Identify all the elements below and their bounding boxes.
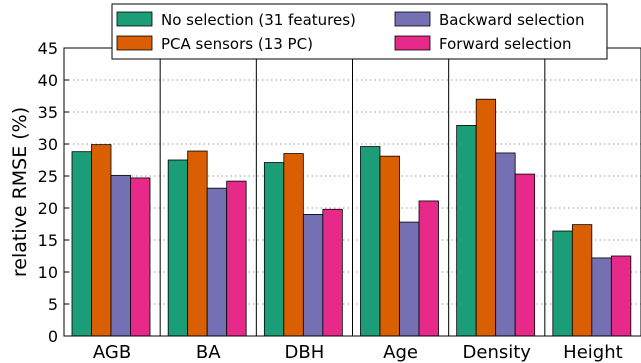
y-tick-label: 20 xyxy=(38,199,58,218)
bar-height-series-4 xyxy=(610,255,632,337)
bar-ba-series-4 xyxy=(226,180,247,337)
legend-swatch xyxy=(116,11,153,27)
y-tick-label: 15 xyxy=(38,231,58,250)
legend-swatch xyxy=(394,11,431,27)
bar-agb-series-1 xyxy=(71,151,92,337)
bar-height-series-1 xyxy=(552,230,573,337)
x-tick-label: AGB xyxy=(93,342,131,363)
legend-label: Backward selection xyxy=(439,11,585,29)
x-tick-label: Height xyxy=(563,342,623,363)
bar-density-series-4 xyxy=(514,173,536,337)
bar-density-series-2 xyxy=(475,98,497,337)
legend-swatch xyxy=(394,35,431,51)
y-tick-label: 5 xyxy=(48,295,58,314)
bar-agb-series-3 xyxy=(110,174,131,337)
bar-age-series-4 xyxy=(418,200,439,337)
y-tick-label: 45 xyxy=(38,39,58,58)
y-tick-label: 0 xyxy=(48,327,58,346)
y-tick-label: 10 xyxy=(38,263,58,282)
y-tick-label: 25 xyxy=(38,167,58,186)
y-tick-label: 35 xyxy=(38,103,58,122)
x-axis-ticks: AGB BA DBH Age Density Height xyxy=(93,342,623,363)
bar-density-series-3 xyxy=(495,152,516,337)
bar-age-series-2 xyxy=(379,155,400,337)
bar-agb-series-4 xyxy=(130,177,151,337)
y-axis-label: relative RMSE (%) xyxy=(9,107,31,277)
y-tick-label: 40 xyxy=(38,71,58,90)
bar-height-series-3 xyxy=(591,257,612,337)
bar-dbh-series-4 xyxy=(322,208,343,337)
bar-density-series-1 xyxy=(456,125,477,337)
bar-ba-series-2 xyxy=(187,150,208,337)
bar-agb-series-2 xyxy=(91,144,112,337)
x-tick-label: BA xyxy=(196,342,221,363)
y-axis-ticks: 0 5 10 15 20 25 30 35 40 45 xyxy=(38,39,69,346)
bar-ba-series-1 xyxy=(167,159,189,337)
x-tick-label: Age xyxy=(383,342,418,363)
legend-label: PCA sensors (13 PC) xyxy=(161,35,313,53)
bars xyxy=(71,98,632,337)
legend-label: No selection (31 features) xyxy=(161,11,356,29)
legend-swatch xyxy=(116,35,153,51)
bar-age-series-1 xyxy=(360,146,381,337)
legend-label: Forward selection xyxy=(439,35,572,53)
legend-box xyxy=(111,3,608,60)
bar-dbh-series-3 xyxy=(302,213,324,337)
legend: No selection (31 features) PCA sensors (1… xyxy=(111,3,608,60)
y-tick-label: 30 xyxy=(38,135,58,154)
bar-height-series-2 xyxy=(571,224,593,337)
category-separators xyxy=(159,48,546,336)
bar-dbh-series-2 xyxy=(283,153,304,337)
x-tick-label: Density xyxy=(463,342,532,363)
x-tick-label: DBH xyxy=(285,342,325,363)
bar-ba-series-3 xyxy=(206,187,228,337)
bar-dbh-series-1 xyxy=(263,162,285,337)
bar-age-series-3 xyxy=(399,221,420,337)
